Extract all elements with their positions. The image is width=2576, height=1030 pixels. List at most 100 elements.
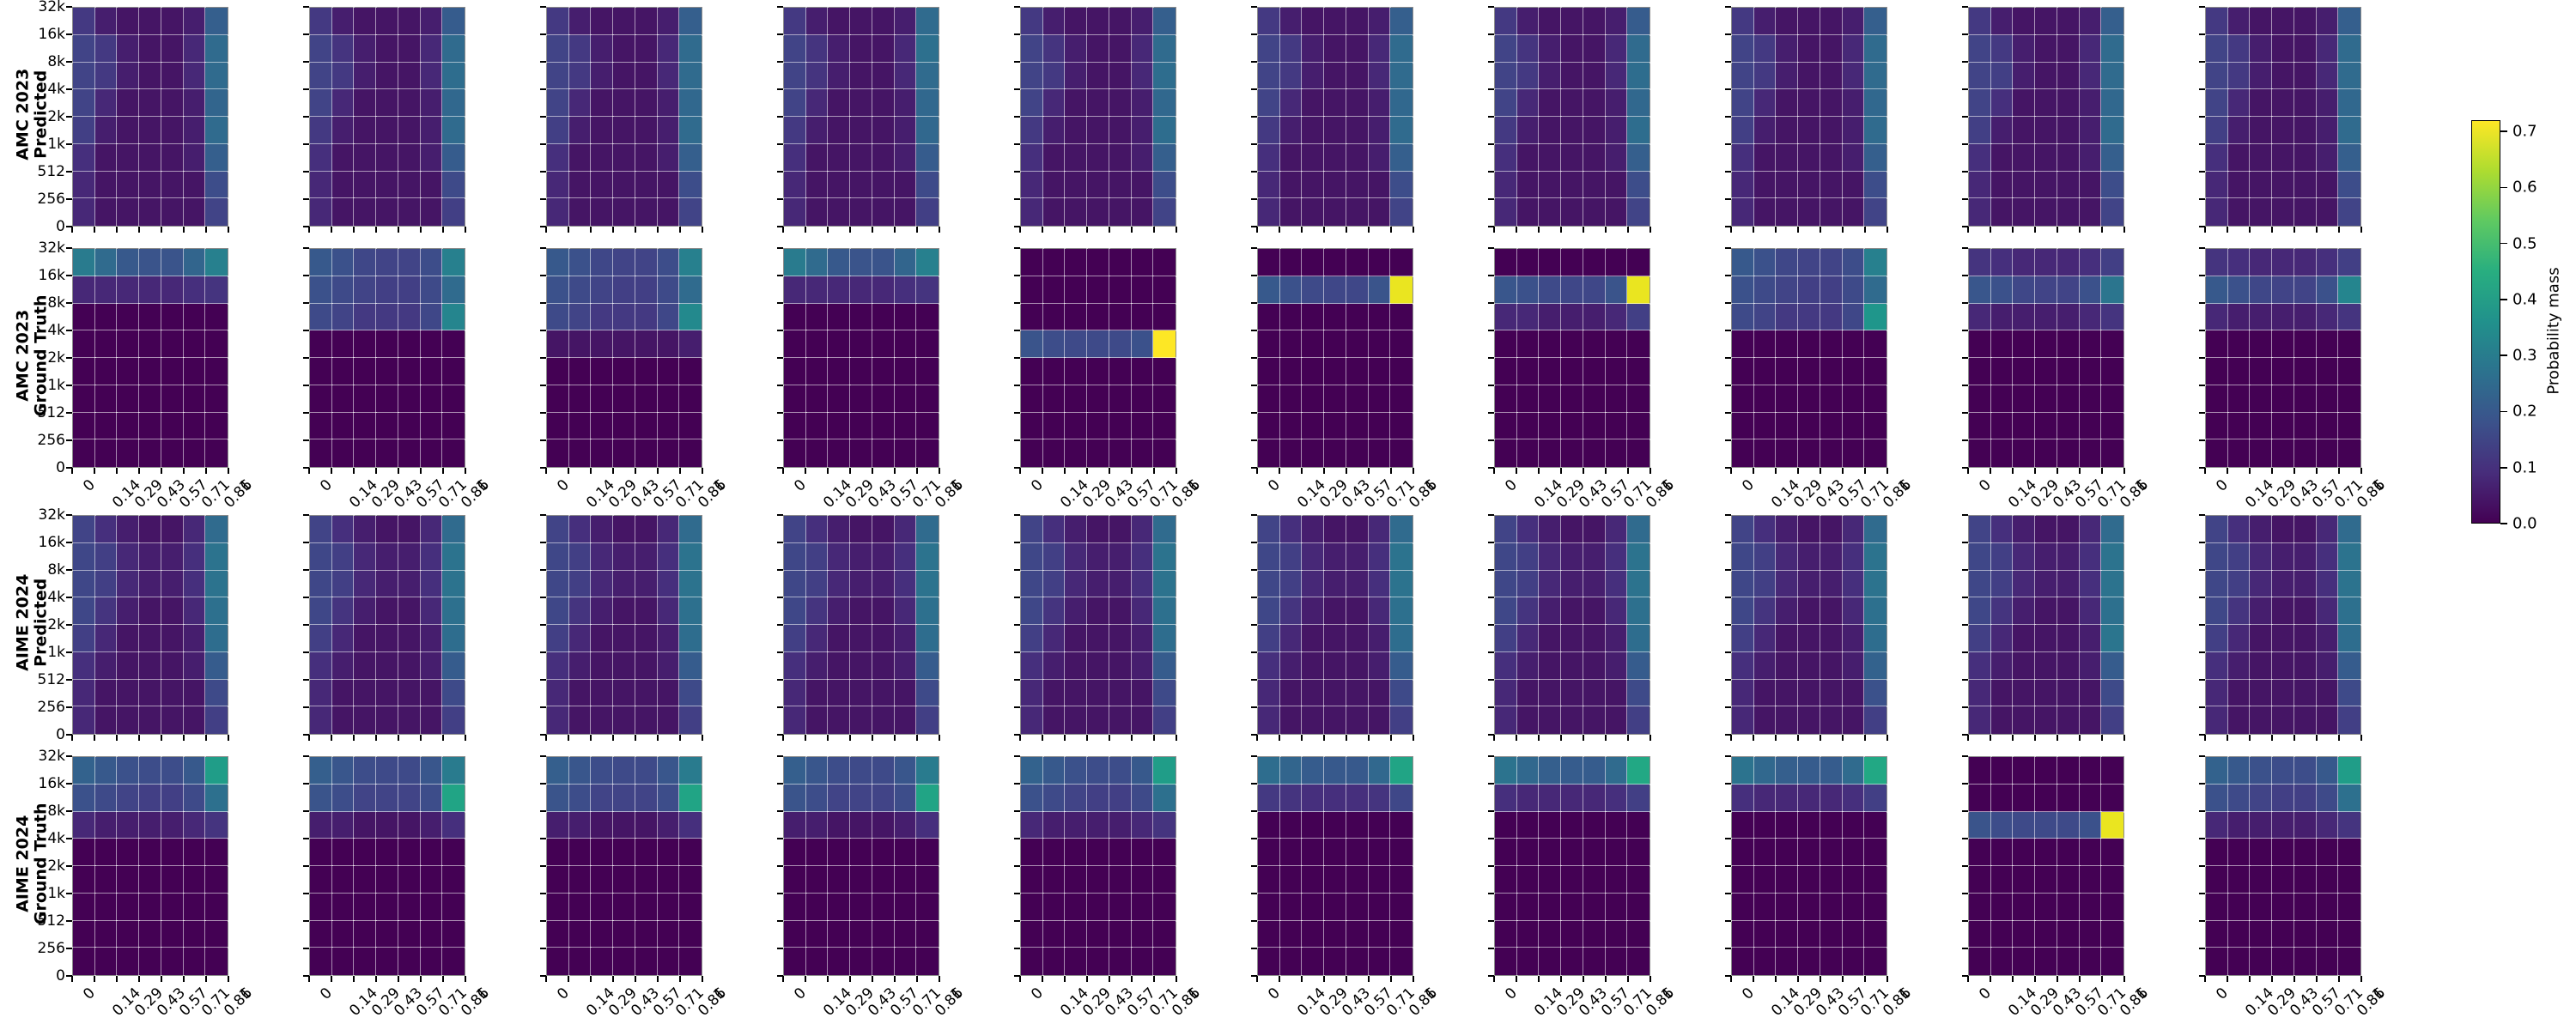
heatmap-cell <box>1323 651 1347 681</box>
x-tick-mark <box>2204 976 2206 982</box>
heatmap-cell <box>805 411 829 440</box>
heatmap-cell <box>2034 385 2058 414</box>
x-tick-mark <box>205 976 207 982</box>
y-tick-mark <box>1962 920 1968 922</box>
x-tick-mark <box>782 976 784 982</box>
heatmap-cell <box>2249 756 2273 785</box>
heatmap-cell <box>1368 624 1391 653</box>
heatmap-cell <box>1020 542 1044 572</box>
heatmap-cell <box>1042 569 1066 598</box>
heatmap-cell <box>204 34 228 64</box>
heatmap-cell <box>353 706 377 735</box>
heatmap-cell <box>1775 34 1799 64</box>
heatmap-cell <box>612 411 636 440</box>
heatmap-cell <box>1731 116 1755 145</box>
heatmap-cell <box>309 569 333 598</box>
x-tick-mark <box>353 735 355 741</box>
heatmap-cell <box>1626 116 1650 145</box>
heatmap-cell <box>1731 515 1755 544</box>
heatmap-cell <box>1583 865 1607 894</box>
heatmap-cell <box>1731 411 1755 440</box>
heatmap-cell <box>1086 302 1110 331</box>
heatmap-cell <box>568 385 592 414</box>
heatmap-cell <box>1842 116 1865 145</box>
x-tick-mark <box>2034 468 2036 474</box>
heatmap-cell <box>183 919 206 948</box>
y-tick-mark <box>1962 734 1968 736</box>
heatmap-cell <box>635 515 659 544</box>
heatmap-cell <box>2249 7 2273 36</box>
y-tick-mark <box>1725 330 1731 331</box>
heatmap-cell <box>204 170 228 199</box>
y-tick-mark <box>1962 88 1968 90</box>
heatmap-cell <box>546 756 570 785</box>
heatmap-cell <box>94 569 118 598</box>
heatmap-cell <box>546 61 570 90</box>
heatmap-cell <box>827 88 851 118</box>
x-tick-mark <box>442 227 444 233</box>
heatmap-cell <box>2293 515 2318 544</box>
y-tick-mark <box>1725 247 1731 249</box>
x-tick-mark <box>568 735 569 741</box>
y-tick-mark <box>1962 569 1968 571</box>
heatmap-cell <box>1020 276 1044 305</box>
x-tick-mark <box>1390 227 1392 233</box>
x-tick-mark <box>1413 976 1414 982</box>
heatmap-cell <box>94 624 118 653</box>
heatmap-cell <box>116 706 140 735</box>
heatmap-cell <box>1064 248 1088 277</box>
heatmap-cell <box>894 116 917 145</box>
heatmap-cell <box>1494 439 1518 468</box>
y-tick-mark <box>1488 330 1494 331</box>
heatmap-cell <box>2293 7 2318 36</box>
y-tick-mark <box>66 755 72 757</box>
heatmap-cell <box>2293 706 2318 735</box>
x-tick-mark <box>1583 976 1584 982</box>
heatmap-cell <box>1538 651 1562 681</box>
heatmap-cell <box>2271 542 2295 572</box>
x-tick-label: 0 <box>1739 476 1758 495</box>
heatmap-cell <box>1323 597 1347 626</box>
heatmap-cell <box>612 678 636 707</box>
y-tick-mark <box>1725 439 1731 441</box>
heatmap-cell <box>915 624 939 653</box>
y-tick-mark <box>303 439 309 441</box>
heatmap-cell <box>353 7 377 36</box>
heatmap-panel-r2-c9 <box>2205 515 2361 735</box>
heatmap-cell <box>2034 411 2058 440</box>
heatmap-cell <box>1389 276 1413 305</box>
heatmap-cell <box>1301 624 1325 653</box>
heatmap-cell <box>590 276 614 305</box>
heatmap-cell <box>2249 357 2273 386</box>
heatmap-panel-r1-c5 <box>1257 248 1413 468</box>
y-tick-mark <box>540 6 546 8</box>
y-tick-label: 8k <box>47 803 65 820</box>
heatmap-cell <box>1775 411 1799 440</box>
heatmap-cell <box>1842 330 1865 359</box>
x-tick-mark <box>1967 468 1969 474</box>
heatmap-cell <box>1368 810 1391 839</box>
heatmap-cell <box>1346 302 1370 331</box>
heatmap-cell <box>635 569 659 598</box>
x-tick-mark <box>657 976 659 982</box>
heatmap-cell <box>116 515 140 544</box>
heatmap-cell <box>1863 61 1887 90</box>
x-tick-mark <box>894 735 896 741</box>
heatmap-cell <box>1323 810 1347 839</box>
heatmap-cell <box>398 678 422 707</box>
heatmap-cell <box>2316 276 2339 305</box>
heatmap-cell <box>161 116 185 145</box>
x-tick-mark <box>657 227 659 233</box>
heatmap-cell <box>915 88 939 118</box>
heatmap-cell <box>2205 7 2229 36</box>
heatmap-cell <box>827 865 851 894</box>
heatmap-cell <box>1626 756 1650 785</box>
heatmap-cell <box>849 385 873 414</box>
heatmap-cell <box>1990 784 2014 813</box>
heatmap-cell <box>1346 542 1370 572</box>
heatmap-cell <box>161 569 185 598</box>
x-tick-mark <box>1086 976 1088 982</box>
heatmap-cell <box>1797 651 1821 681</box>
heatmap-cell <box>441 947 465 976</box>
